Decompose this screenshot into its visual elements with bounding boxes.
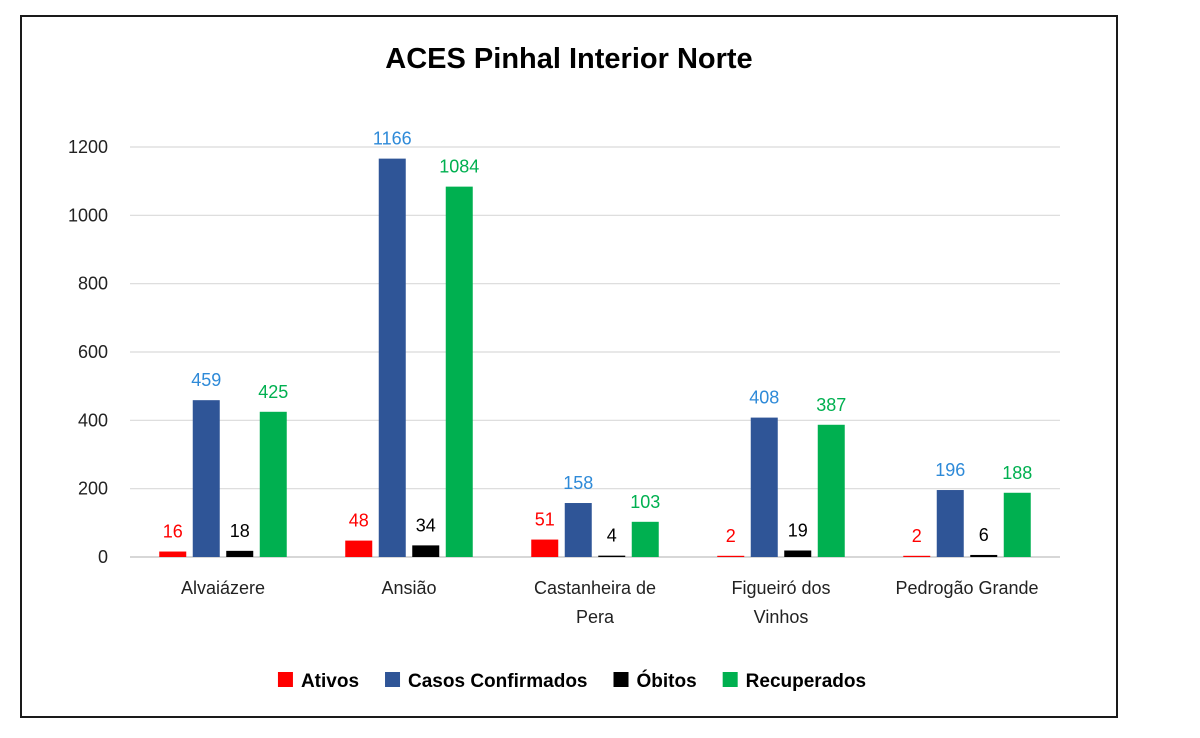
data-label: 6 [979,525,989,545]
data-label: 51 [535,510,555,530]
category-label: Alvaiázere [181,578,265,598]
legend-swatch [613,672,629,687]
data-labels: 16 459 18 425 48 1166 34 1084 51 158 4 103 2 408 19 387… [163,129,1033,546]
category-label: Figueiró dos [731,578,830,598]
data-label: 16 [163,522,183,542]
category-label: Pedrogão Grande [895,578,1038,598]
y-tick-label: 600 [78,342,108,362]
category-label: Pera [576,607,615,627]
bar [531,539,559,557]
bar [345,540,373,557]
y-tick-label: 400 [78,410,108,430]
legend-swatch [385,672,401,687]
category-label: Vinhos [754,607,809,627]
y-axis-ticks: 0 200 400 600 800 1000 1200 [68,137,108,567]
bar [903,555,931,557]
bar [970,554,998,557]
y-tick-label: 800 [78,274,108,294]
legend-label: Recuperados [746,671,866,692]
data-label: 158 [563,473,593,493]
data-label: 48 [349,511,369,531]
y-tick-label: 0 [98,547,108,567]
bar [564,503,592,557]
legend-label: Ativos [301,671,359,692]
legend-label: Casos Confirmados [408,671,587,692]
bar [750,417,778,557]
data-label: 425 [258,382,288,402]
data-label: 459 [191,370,221,390]
data-label: 2 [726,526,736,546]
chart-title: ACES Pinhal Interior Norte [385,43,752,75]
data-label: 4 [607,526,617,546]
bar [412,545,440,557]
bar [817,424,845,557]
bar [192,400,220,557]
bar [936,490,964,557]
bar [717,555,745,557]
legend: Ativos Casos Confirmados Óbitos Recuperados [277,670,866,692]
legend-swatch [722,672,738,687]
bar [598,555,626,557]
legend-swatch [277,672,293,687]
y-tick-label: 1000 [68,205,108,225]
bar [784,550,812,557]
data-label: 408 [749,388,779,408]
bar [445,186,473,557]
data-label: 1084 [439,157,479,177]
category-labels: Alvaiázere Ansião Castanheira de Pera Figuei… [181,578,1039,627]
data-label: 18 [230,521,250,541]
y-tick-label: 200 [78,479,108,499]
bar [631,521,659,557]
bars [159,158,1031,557]
data-label: 387 [816,395,846,415]
data-label: 1166 [373,129,412,149]
y-tick-label: 1200 [68,137,108,157]
data-label: 188 [1002,463,1032,483]
data-label: 103 [630,492,660,512]
data-label: 196 [935,460,965,480]
bar [1003,492,1031,557]
bar [226,550,254,557]
data-label: 2 [912,526,922,546]
bar [159,551,187,557]
bar [259,411,287,557]
data-label: 19 [788,521,808,541]
chart-frame [20,15,1118,718]
legend-label: Óbitos [637,670,697,692]
bar [378,158,406,557]
data-label: 34 [416,515,436,535]
category-label: Ansião [381,578,436,598]
category-label: Castanheira de [534,578,656,598]
